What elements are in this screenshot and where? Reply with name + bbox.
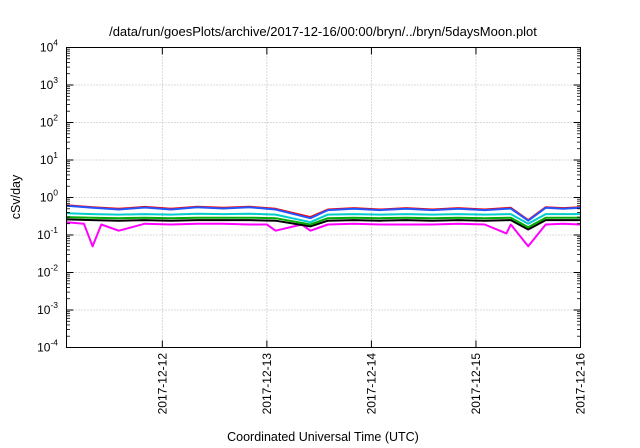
y-tick-label: 10-4	[37, 338, 58, 355]
y-tick-label: 10-3	[37, 300, 58, 317]
x-tick-label: 2017-12-14	[364, 353, 378, 415]
x-tick-label: 2017-12-13	[260, 353, 274, 415]
y-tick-label: 10-2	[37, 263, 58, 280]
series-line	[66, 221, 581, 248]
series-line	[66, 204, 581, 222]
chart-title: /data/run/goesPlots/archive/2017-12-16/0…	[109, 24, 537, 39]
y-tick-label: 10-1	[37, 225, 58, 242]
y-tick-label: 102	[40, 113, 58, 130]
axis-ticks	[66, 47, 581, 348]
grid-lines	[66, 47, 581, 348]
y-tick-label: 100	[40, 188, 58, 205]
x-tick-label: 2017-12-12	[155, 353, 169, 415]
series-line	[66, 218, 581, 231]
x-axis-label: Coordinated Universal Time (UTC)	[227, 430, 419, 444]
y-axis-label: cSv/day	[9, 174, 23, 219]
x-tick-labels: 2017-12-12 2017-12-13 2017-12-14 2017-12-15…	[155, 353, 587, 415]
x-tick-label: 2017-12-16	[574, 353, 588, 415]
y-tick-label: 103	[40, 75, 58, 92]
series-line	[66, 216, 581, 229]
series-line	[66, 212, 581, 225]
y-tick-label: 104	[40, 38, 58, 55]
x-tick-label: 2017-12-15	[469, 353, 483, 415]
y-tick-label: 101	[40, 150, 58, 167]
series-layer	[66, 204, 581, 248]
y-tick-labels: 10-4 10-3 10-2 10-1 100 101 102 103 104	[37, 38, 58, 355]
